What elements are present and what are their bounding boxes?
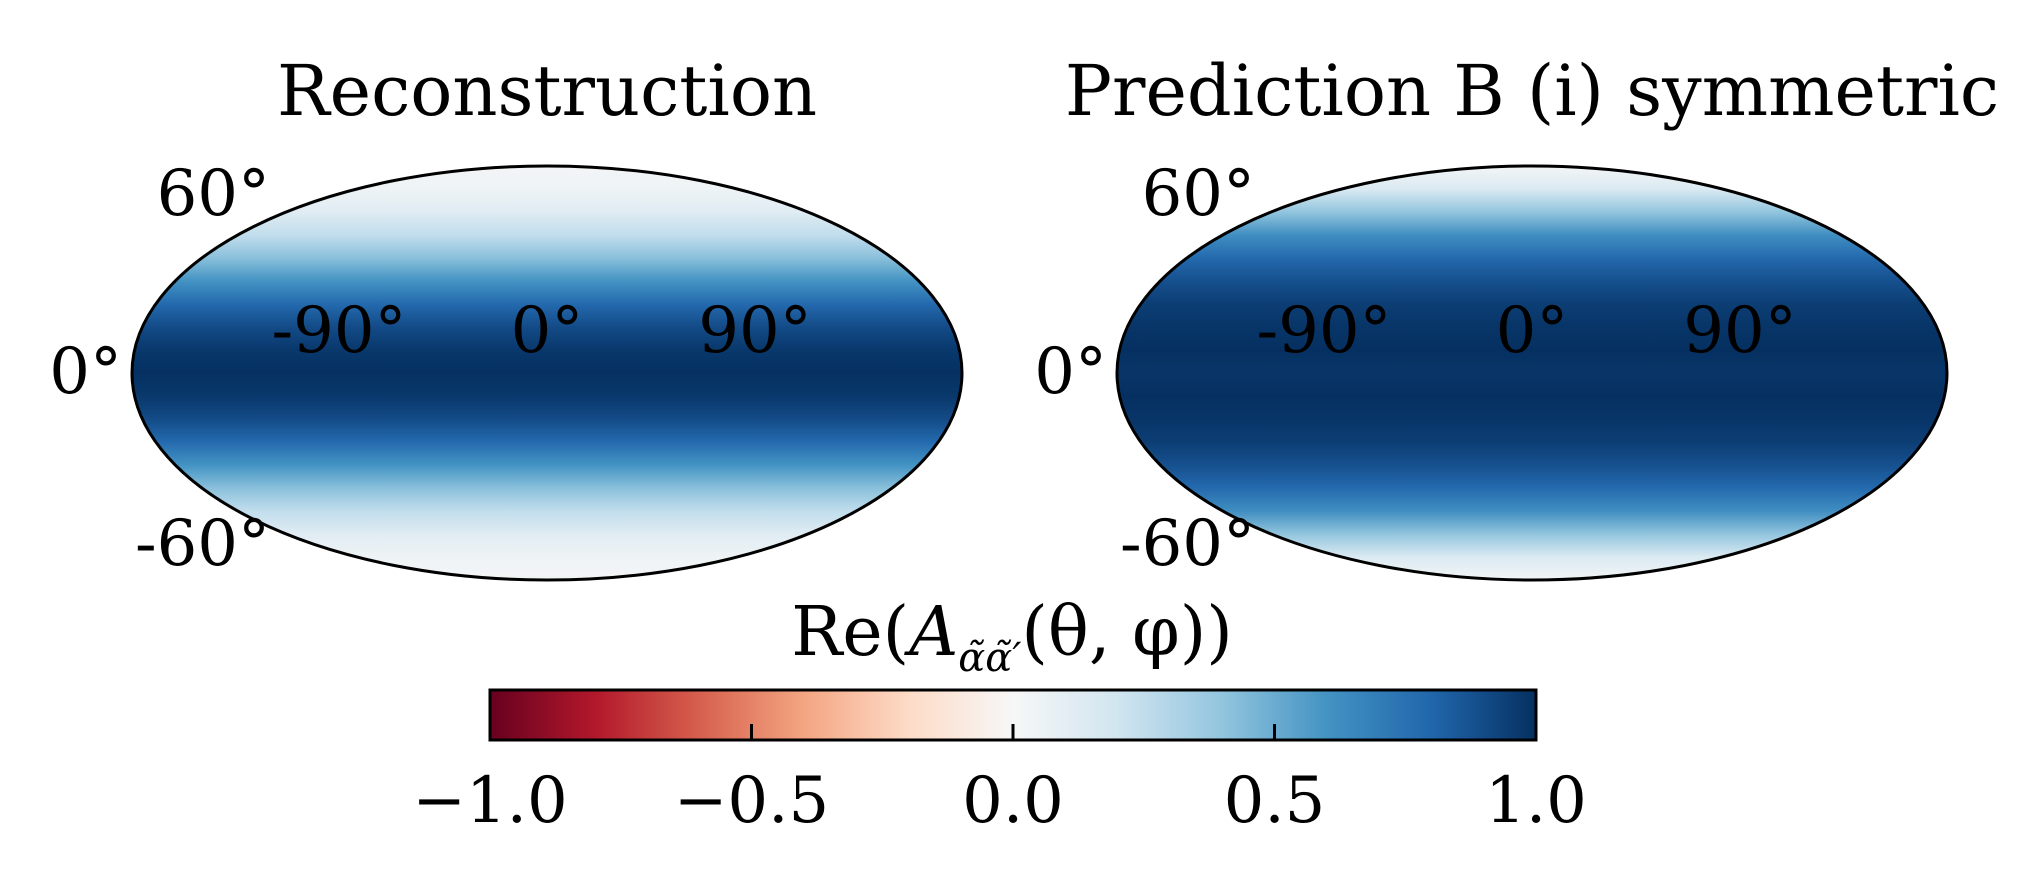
map-reconstruction: Reconstruction 60° 0° -60° -90° 0° 90° <box>49 50 964 582</box>
lat-tick-label: 0° <box>1034 335 1107 409</box>
lon-tick-label: -90° <box>1256 294 1391 368</box>
lon-tick-label: 90° <box>1683 294 1796 368</box>
lat-tick-label: 60° <box>1142 157 1255 231</box>
colorbar-tick-label: 0.5 <box>1224 764 1326 838</box>
colorbar-tick-label: 0.0 <box>962 764 1064 838</box>
lat-tick-label: -60° <box>135 507 270 581</box>
map-prediction-b-i-symmetric: Prediction B (i) symmetric 60° 0° -60° -… <box>1034 50 1999 582</box>
colorbar-tick-label: 1.0 <box>1485 764 1587 838</box>
lat-tick-label: 60° <box>157 157 270 231</box>
chart-title: Reconstruction <box>277 50 817 132</box>
lat-tick-label: -60° <box>1120 507 1255 581</box>
mollweide-map <box>130 164 964 582</box>
colorbar-tick-label: −0.5 <box>674 764 829 838</box>
colorbar-label: Re(Aα̃α̃′(θ, φ)) <box>791 593 1233 681</box>
colorbar-tick-label: −1.0 <box>412 764 567 838</box>
lon-tick-label: 90° <box>698 294 811 368</box>
mollweide-map <box>1115 164 1949 582</box>
lat-tick-label: 0° <box>49 335 122 409</box>
chart-title: Prediction B (i) symmetric <box>1065 50 1999 132</box>
lon-tick-label: 0° <box>1496 294 1569 368</box>
colorbar: Re(Aα̃α̃′(θ, φ)) −1.0 −0.5 0.0 0.5 1.0 <box>412 593 1587 838</box>
lon-tick-label: -90° <box>271 294 406 368</box>
colorbar-ticks: −1.0 −0.5 0.0 0.5 1.0 <box>412 724 1587 838</box>
lon-tick-label: 0° <box>511 294 584 368</box>
